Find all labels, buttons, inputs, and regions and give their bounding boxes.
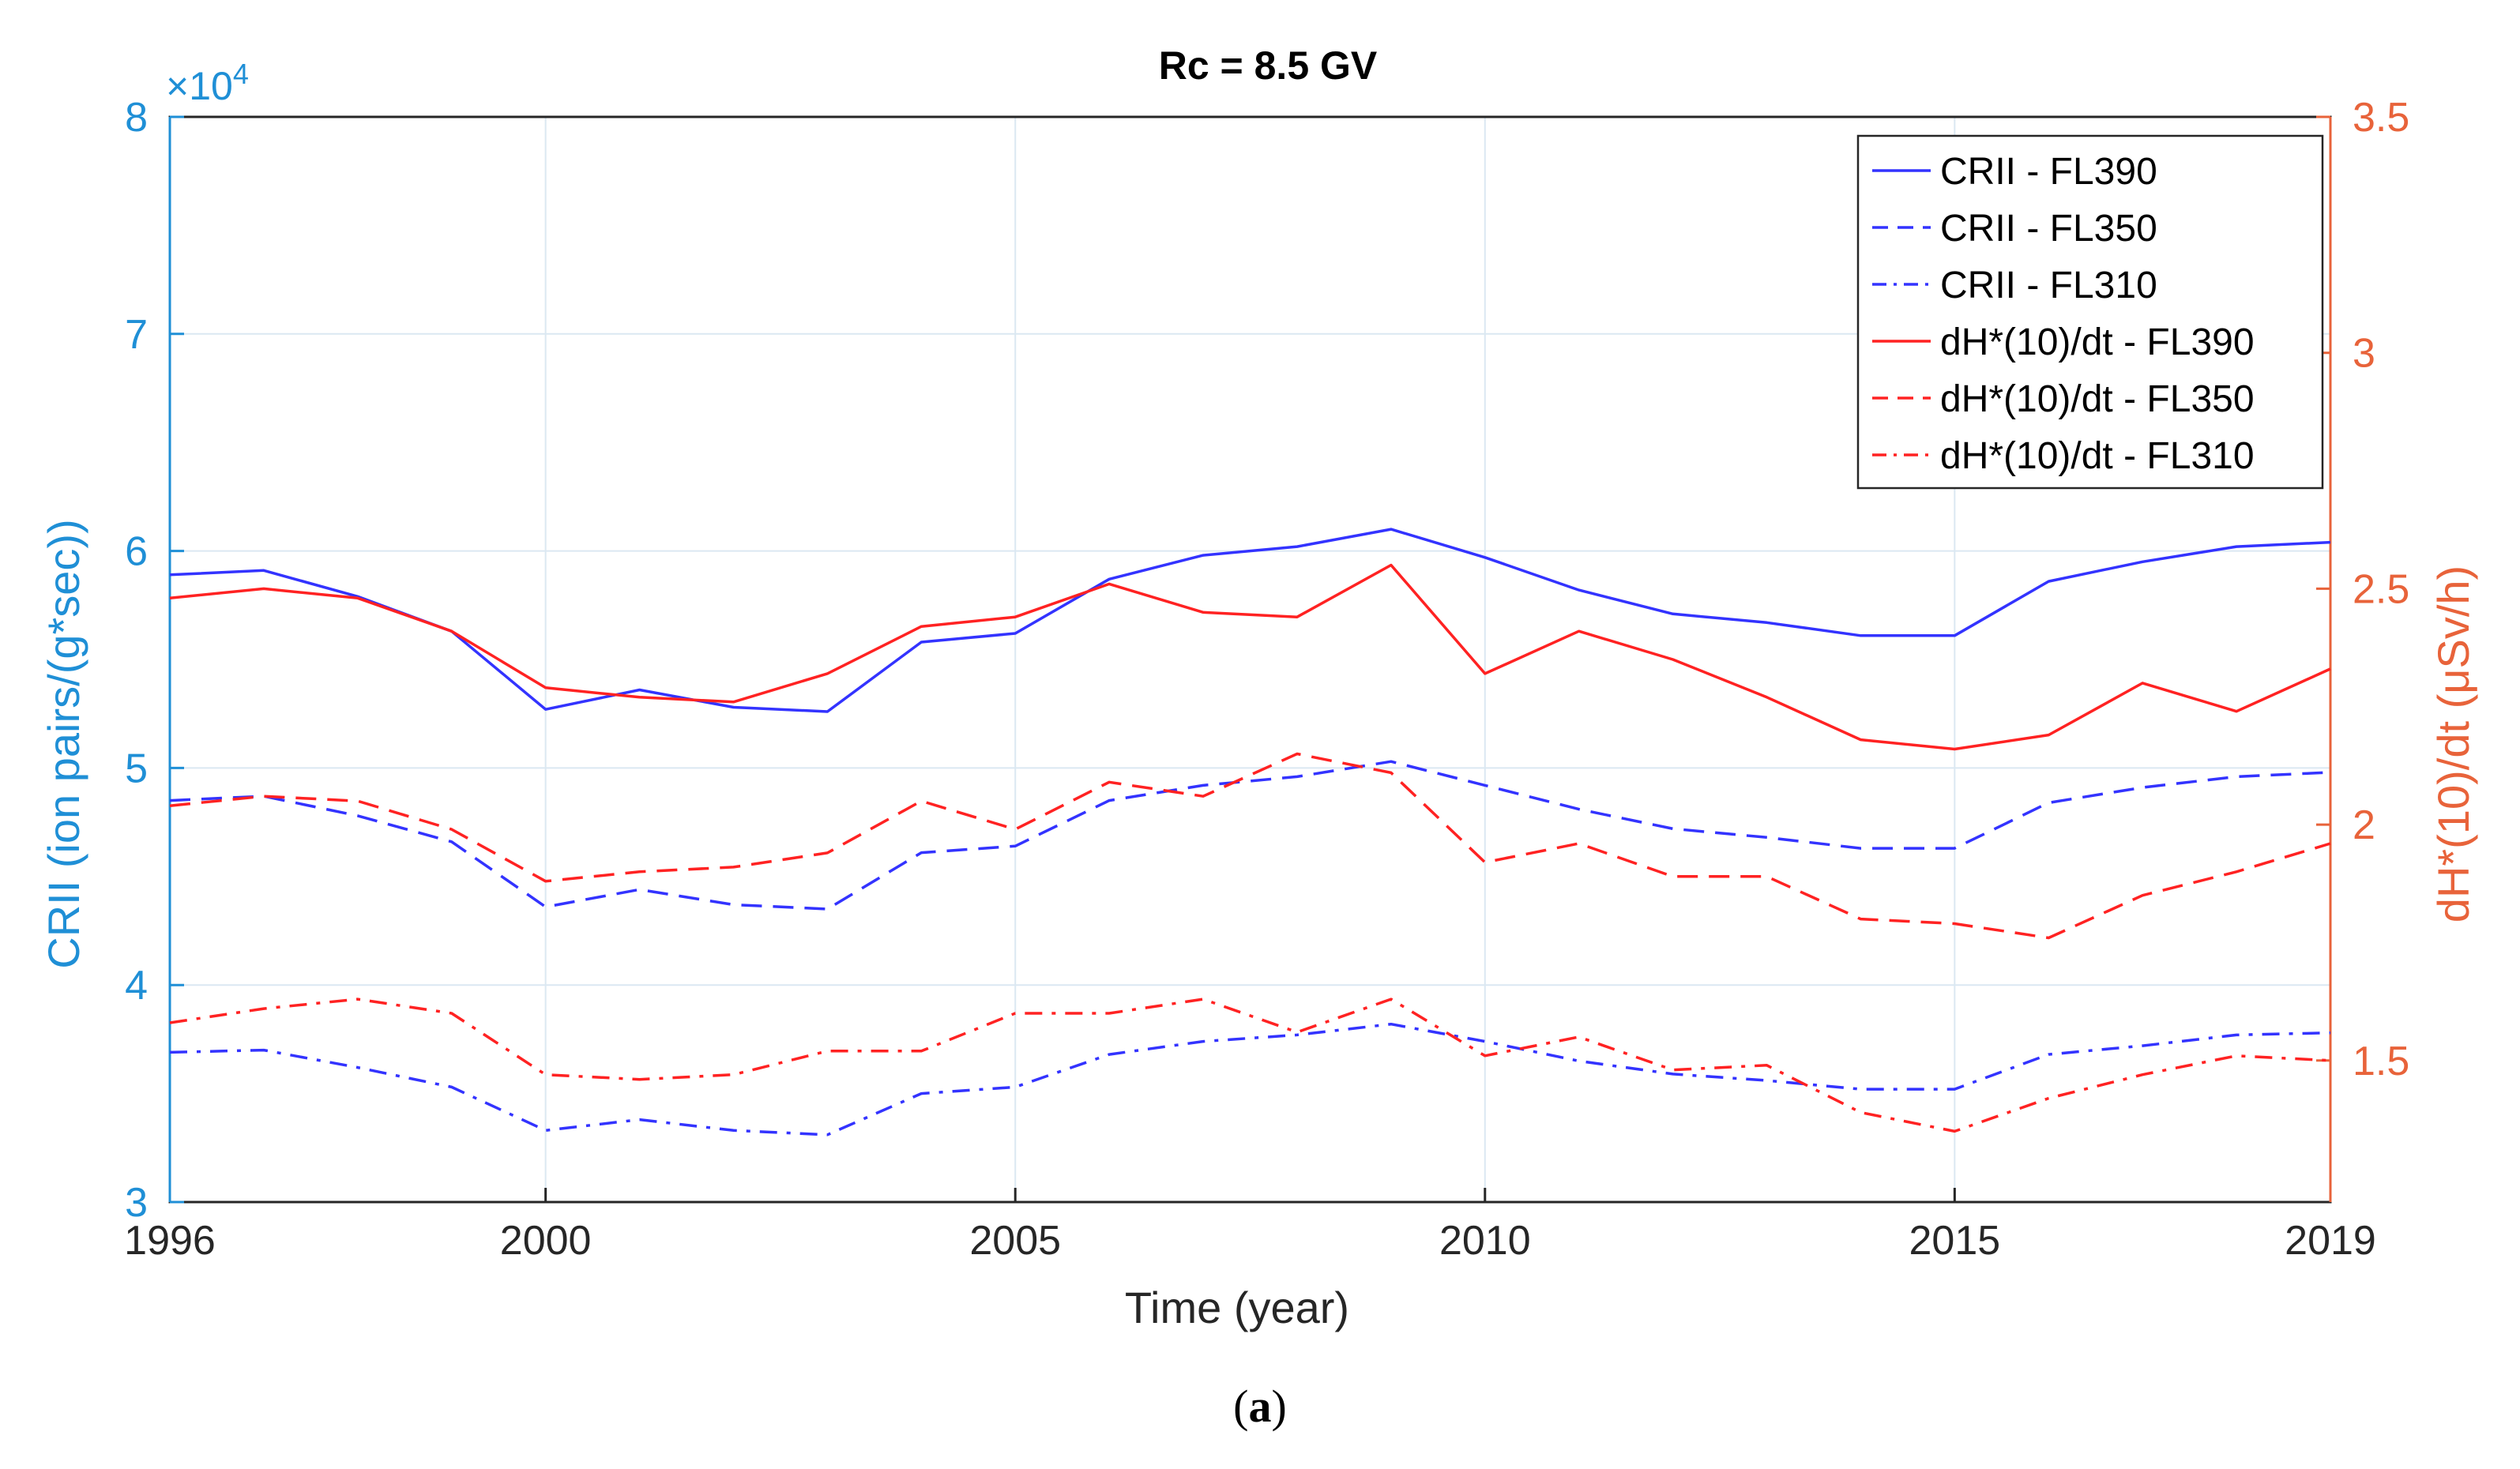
series-line-4: [169, 563, 2331, 751]
y-left-tick-label: 4: [125, 963, 148, 1009]
legend: CRII - FL390 CRII - FL350 CRII - FL310 dH*(…: [1856, 134, 2324, 490]
x-tick-label: 2000: [500, 1218, 592, 1264]
series-line-6: [169, 997, 2331, 1133]
x-tick-label: 1996: [124, 1218, 216, 1264]
x-tick-label: 2015: [1909, 1218, 2001, 1264]
y-axis-left-label: CRII (ion pairs/(g*sec)): [39, 519, 88, 968]
legend-box: [1856, 134, 2324, 490]
y-left-tick-label: 3: [125, 1180, 148, 1226]
axes: 1996 2000 2005 2010 2015 2019 3 4 5 6 7 8 1.5 2 2.5 3 3.…: [124, 95, 2409, 1264]
series-line-3: [169, 1022, 2331, 1137]
caption-open-paren: (: [1233, 1381, 1248, 1432]
x-tick-label: 2010: [1439, 1218, 1531, 1264]
series-group: [169, 528, 2331, 1137]
y-right-tick-label: 3: [2353, 331, 2375, 377]
chart-title: Rc = 8.5 GV: [1159, 43, 1378, 88]
caption-close-paren: ): [1272, 1381, 1287, 1432]
legend-entry-label: dH*(10)/dt - FL350: [1940, 378, 2255, 420]
legend-entry-label: dH*(10)/dt - FL310: [1940, 435, 2255, 477]
y-left-tick-label: 6: [125, 529, 148, 575]
x-axis-label: Time (year): [1125, 1283, 1349, 1332]
y-axis-left-scale-factor: ×104: [166, 58, 249, 108]
series-line-2: [169, 760, 2331, 911]
y-left-tick-label: 7: [125, 312, 148, 358]
figure-caption: (a): [1233, 1381, 1287, 1432]
y-right-tick-label: 2: [2353, 802, 2375, 848]
legend-entry-label: CRII - FL350: [1940, 208, 2157, 250]
scale-base: ×10: [166, 64, 233, 108]
series-line-5: [169, 752, 2331, 940]
series-line-1: [169, 528, 2331, 713]
y-right-tick-label: 3.5: [2353, 95, 2409, 141]
y-right-tick-label: 2.5: [2353, 566, 2409, 612]
legend-entry-label: dH*(10)/dt - FL390: [1940, 321, 2255, 363]
y-axis-right-label: dH*(10)/dt (μSv/h): [2428, 565, 2478, 922]
y-left-tick-label: 5: [125, 746, 148, 791]
y-right-tick-label: 1.5: [2353, 1039, 2409, 1084]
scale-exponent: 4: [233, 58, 249, 90]
legend-entry-label: CRII - FL310: [1940, 265, 2157, 306]
caption-letter: a: [1249, 1381, 1272, 1432]
x-tick-label: 2005: [969, 1218, 1061, 1264]
y-left-tick-label: 8: [125, 95, 148, 141]
x-tick-label: 2019: [2285, 1218, 2376, 1264]
legend-entry-label: CRII - FL390: [1940, 151, 2157, 193]
